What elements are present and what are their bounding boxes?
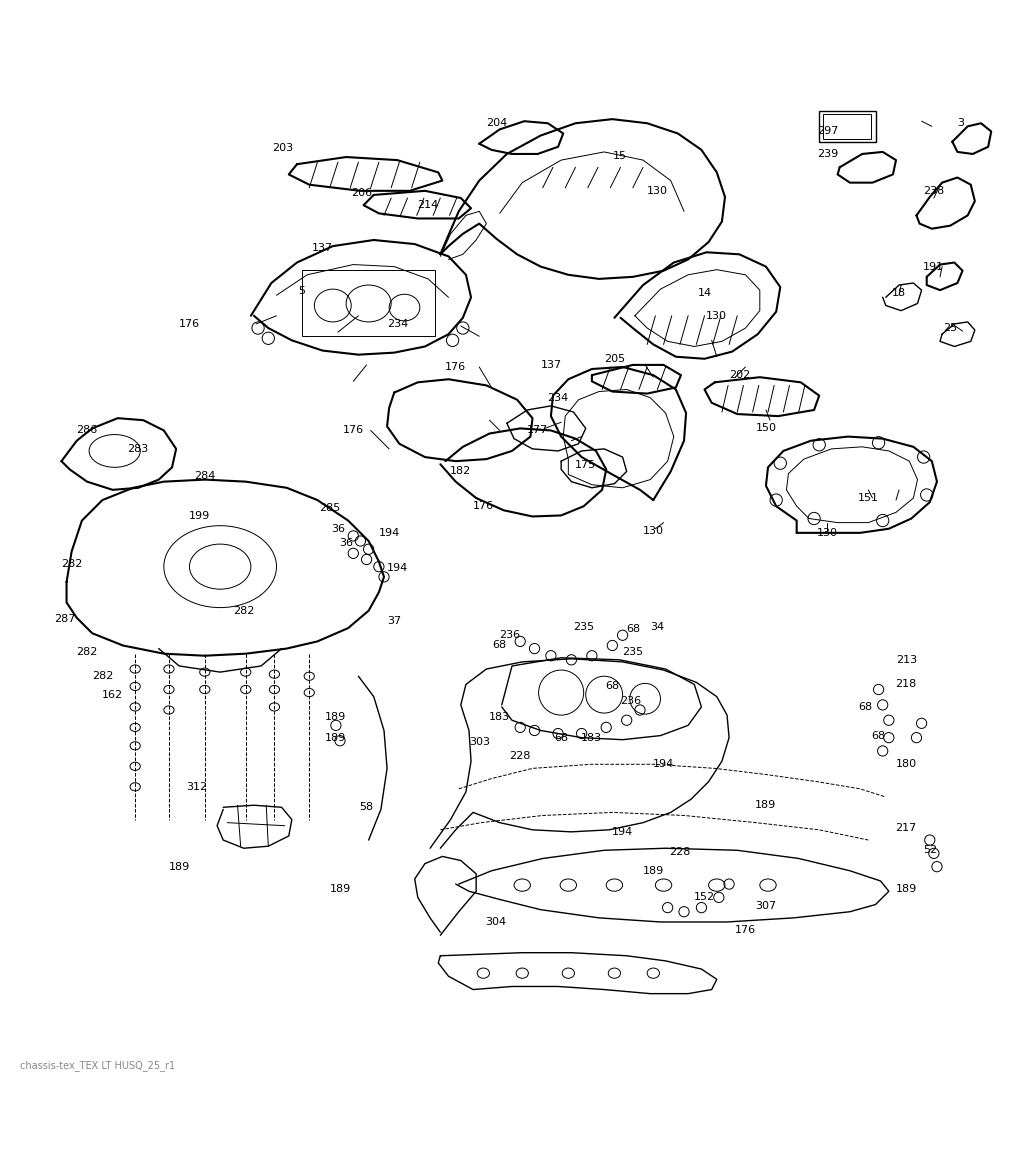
Text: 18: 18: [892, 289, 906, 298]
Text: 236: 236: [621, 696, 641, 705]
Text: 235: 235: [623, 647, 643, 656]
Text: 228: 228: [510, 751, 530, 761]
Text: 235: 235: [573, 622, 594, 632]
Text: 150: 150: [756, 424, 776, 433]
Text: 297: 297: [817, 127, 838, 136]
Text: 176: 176: [735, 925, 756, 935]
Text: 137: 137: [541, 360, 561, 370]
Text: 3: 3: [957, 119, 964, 128]
Text: chassis-tex_TEX LT HUSQ_25_r1: chassis-tex_TEX LT HUSQ_25_r1: [20, 1060, 175, 1072]
Text: 303: 303: [469, 737, 489, 747]
Text: 202: 202: [729, 370, 750, 381]
Text: 130: 130: [817, 527, 838, 538]
Text: 130: 130: [643, 526, 664, 535]
Text: 218: 218: [896, 680, 916, 689]
Text: 287: 287: [54, 613, 75, 624]
Text: 68: 68: [626, 624, 640, 634]
Bar: [302, 270, 435, 336]
Text: 177: 177: [527, 426, 548, 435]
Text: 203: 203: [272, 143, 293, 152]
Text: 228: 228: [670, 847, 690, 858]
Text: 14: 14: [697, 289, 712, 298]
Text: 304: 304: [485, 917, 506, 927]
Text: 34: 34: [650, 622, 665, 632]
Text: 213: 213: [896, 655, 916, 665]
Text: 25: 25: [943, 324, 957, 333]
Text: 284: 284: [195, 470, 215, 481]
Text: 68: 68: [605, 681, 620, 691]
Text: 130: 130: [647, 186, 668, 196]
Text: 285: 285: [319, 503, 340, 513]
Text: 282: 282: [77, 647, 97, 656]
Text: 189: 189: [326, 732, 346, 743]
Bar: [823, 114, 871, 139]
Text: 189: 189: [330, 885, 350, 894]
Text: 205: 205: [604, 354, 625, 364]
Text: 180: 180: [896, 759, 916, 769]
Text: 194: 194: [387, 562, 408, 573]
Text: 189: 189: [643, 866, 664, 875]
Text: 176: 176: [473, 502, 494, 511]
Text: 130: 130: [707, 311, 727, 321]
Text: 189: 189: [326, 712, 346, 722]
Bar: [819, 111, 876, 142]
Text: 189: 189: [169, 861, 189, 872]
Text: 206: 206: [351, 187, 372, 198]
Text: 162: 162: [102, 689, 123, 700]
Text: 5: 5: [299, 286, 305, 296]
Text: 194: 194: [653, 759, 674, 769]
Text: 234: 234: [548, 392, 568, 403]
Text: 194: 194: [612, 826, 633, 837]
Text: 194: 194: [379, 527, 399, 538]
Text: 199: 199: [189, 511, 210, 521]
Text: 282: 282: [92, 672, 113, 681]
Text: 191: 191: [924, 262, 944, 271]
Text: 68: 68: [858, 702, 872, 712]
Text: 183: 183: [489, 712, 510, 722]
Text: 189: 189: [756, 800, 776, 810]
Text: 176: 176: [343, 426, 364, 435]
Text: 282: 282: [233, 605, 254, 616]
Text: 137: 137: [312, 243, 333, 254]
Text: 182: 182: [451, 467, 471, 476]
Text: 234: 234: [387, 319, 408, 329]
Text: 151: 151: [858, 494, 879, 503]
Text: 236: 236: [500, 630, 520, 640]
Text: 36: 36: [331, 524, 345, 534]
Text: 37: 37: [387, 616, 401, 626]
Text: 68: 68: [554, 732, 568, 743]
Text: 183: 183: [582, 732, 602, 743]
Text: 36: 36: [339, 538, 353, 548]
Text: 204: 204: [486, 119, 507, 128]
Text: 175: 175: [575, 460, 596, 470]
Text: 68: 68: [493, 640, 507, 651]
Text: 68: 68: [871, 731, 886, 740]
Text: 15: 15: [612, 151, 627, 161]
Text: 286: 286: [77, 426, 97, 435]
Text: 238: 238: [924, 186, 944, 196]
Text: 217: 217: [896, 823, 916, 832]
Text: 312: 312: [186, 782, 207, 792]
Text: 282: 282: [61, 559, 82, 568]
Text: 214: 214: [418, 200, 438, 211]
Text: 189: 189: [896, 885, 916, 894]
Text: 176: 176: [445, 362, 466, 372]
Text: 283: 283: [128, 443, 148, 454]
Text: 152: 152: [694, 893, 715, 902]
Text: 58: 58: [359, 802, 374, 812]
Text: 307: 307: [756, 901, 776, 910]
Text: 176: 176: [179, 319, 200, 329]
Text: 52: 52: [923, 845, 937, 856]
Text: 239: 239: [817, 149, 838, 159]
